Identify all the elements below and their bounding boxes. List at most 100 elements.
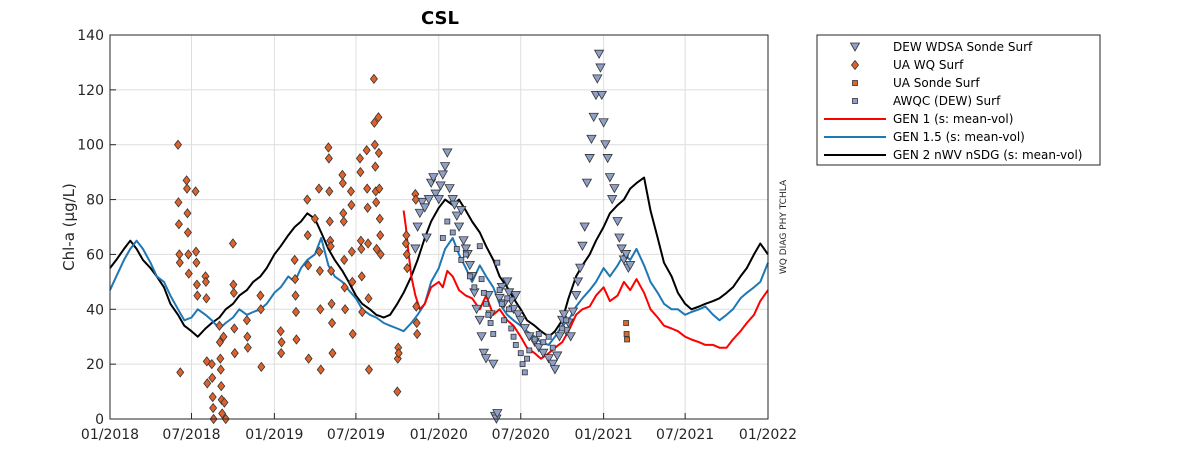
data-point [412, 317, 421, 329]
data-point [403, 262, 412, 274]
data-point [433, 195, 444, 205]
data-point [208, 372, 217, 384]
data-point [230, 348, 239, 359]
data-point [476, 243, 483, 250]
data-point [192, 279, 201, 290]
series-ua-sonde-surf [623, 320, 630, 343]
data-point [215, 320, 224, 331]
data-point [579, 222, 590, 232]
data-point [575, 263, 586, 273]
data-point [218, 408, 227, 419]
data-point [485, 311, 492, 318]
data-point [229, 287, 238, 298]
data-point [567, 307, 579, 317]
data-point [460, 244, 471, 254]
data-point [504, 295, 511, 302]
data-point [444, 184, 455, 194]
data-point [410, 244, 421, 254]
legend-label: GEN 1.5 (s: mean-vol) [893, 130, 1025, 144]
legend-item: GEN 1 (s: mean-vol) [824, 112, 1013, 126]
data-point [442, 148, 453, 158]
data-point [517, 350, 524, 357]
data-point [439, 235, 446, 241]
data-point [554, 332, 565, 342]
data-point [340, 282, 349, 293]
data-point [466, 273, 473, 280]
data-point [414, 208, 426, 219]
data-point [356, 166, 365, 178]
data-point [374, 147, 383, 159]
data-point [202, 293, 211, 304]
data-point [316, 304, 325, 315]
data-point [290, 254, 299, 266]
data-point [338, 177, 347, 189]
data-point [612, 217, 623, 227]
series-awqc-dew-surf [439, 218, 570, 376]
data-point [606, 195, 618, 205]
legend-item: AWQC (DEW) Surf [852, 94, 1001, 108]
data-point [347, 199, 356, 211]
data-point [549, 344, 556, 351]
variable-label: WQ DIAG PHY TCHLA [779, 179, 789, 274]
data-point [364, 293, 373, 304]
data-point [291, 290, 300, 301]
data-point [592, 74, 603, 84]
x-axis: 01/2018 07/2018 01/2019 07/2019 01/2020 07/20… [81, 413, 797, 443]
x-tick-label: 07/2019 [327, 427, 385, 443]
data-point [242, 315, 251, 326]
legend-label: UA WQ Surf [893, 58, 964, 72]
data-point [374, 112, 383, 123]
data-point [600, 140, 611, 150]
data-point [174, 197, 183, 208]
series-dew-wdsa-sonde-surf [410, 49, 636, 424]
legend-item: GEN 1.5 (s: mean-vol) [824, 130, 1025, 144]
data-point [325, 216, 334, 227]
data-point [201, 276, 210, 288]
data-point [602, 154, 613, 164]
data-point [314, 183, 323, 194]
data-point [192, 246, 201, 257]
data-point [598, 118, 609, 128]
data-point [326, 241, 335, 252]
x-tick-label: 01/2018 [81, 427, 139, 443]
data-point [348, 276, 357, 288]
data-point [501, 317, 507, 324]
data-point [526, 347, 533, 354]
data-point [393, 386, 402, 397]
data-point [620, 250, 632, 260]
data-point [328, 317, 337, 329]
data-point [508, 325, 515, 332]
data-point [437, 170, 449, 180]
data-point [372, 243, 381, 255]
data-point [593, 49, 605, 60]
data-point [586, 134, 597, 145]
legend-swatch [849, 42, 861, 52]
data-point [471, 304, 482, 315]
series-gen-1-s-mean-vol- [402, 210, 769, 360]
legend-swatch [852, 98, 858, 104]
legend-label: UA Sonde Surf [893, 76, 980, 90]
x-tick-label: 07/2018 [162, 427, 220, 443]
data-point [412, 222, 423, 232]
data-point [416, 197, 428, 208]
data-point [369, 73, 378, 85]
data-point [478, 276, 485, 283]
data-point [480, 289, 487, 296]
data-point [435, 181, 446, 191]
data-point [304, 353, 313, 364]
data-point [538, 348, 549, 358]
data-point [581, 178, 593, 188]
data-point [494, 293, 505, 304]
data-point [310, 213, 319, 224]
x-tick-label: 01/2022 [739, 427, 797, 443]
data-point [256, 290, 265, 301]
data-point [439, 162, 451, 172]
legend-item: DEW WDSA Sonde Surf [849, 40, 1033, 54]
data-point [348, 328, 357, 340]
data-point [519, 361, 526, 368]
data-point [393, 353, 402, 364]
data-point [340, 254, 349, 266]
data-point [183, 227, 192, 238]
legend-swatch [852, 80, 858, 86]
